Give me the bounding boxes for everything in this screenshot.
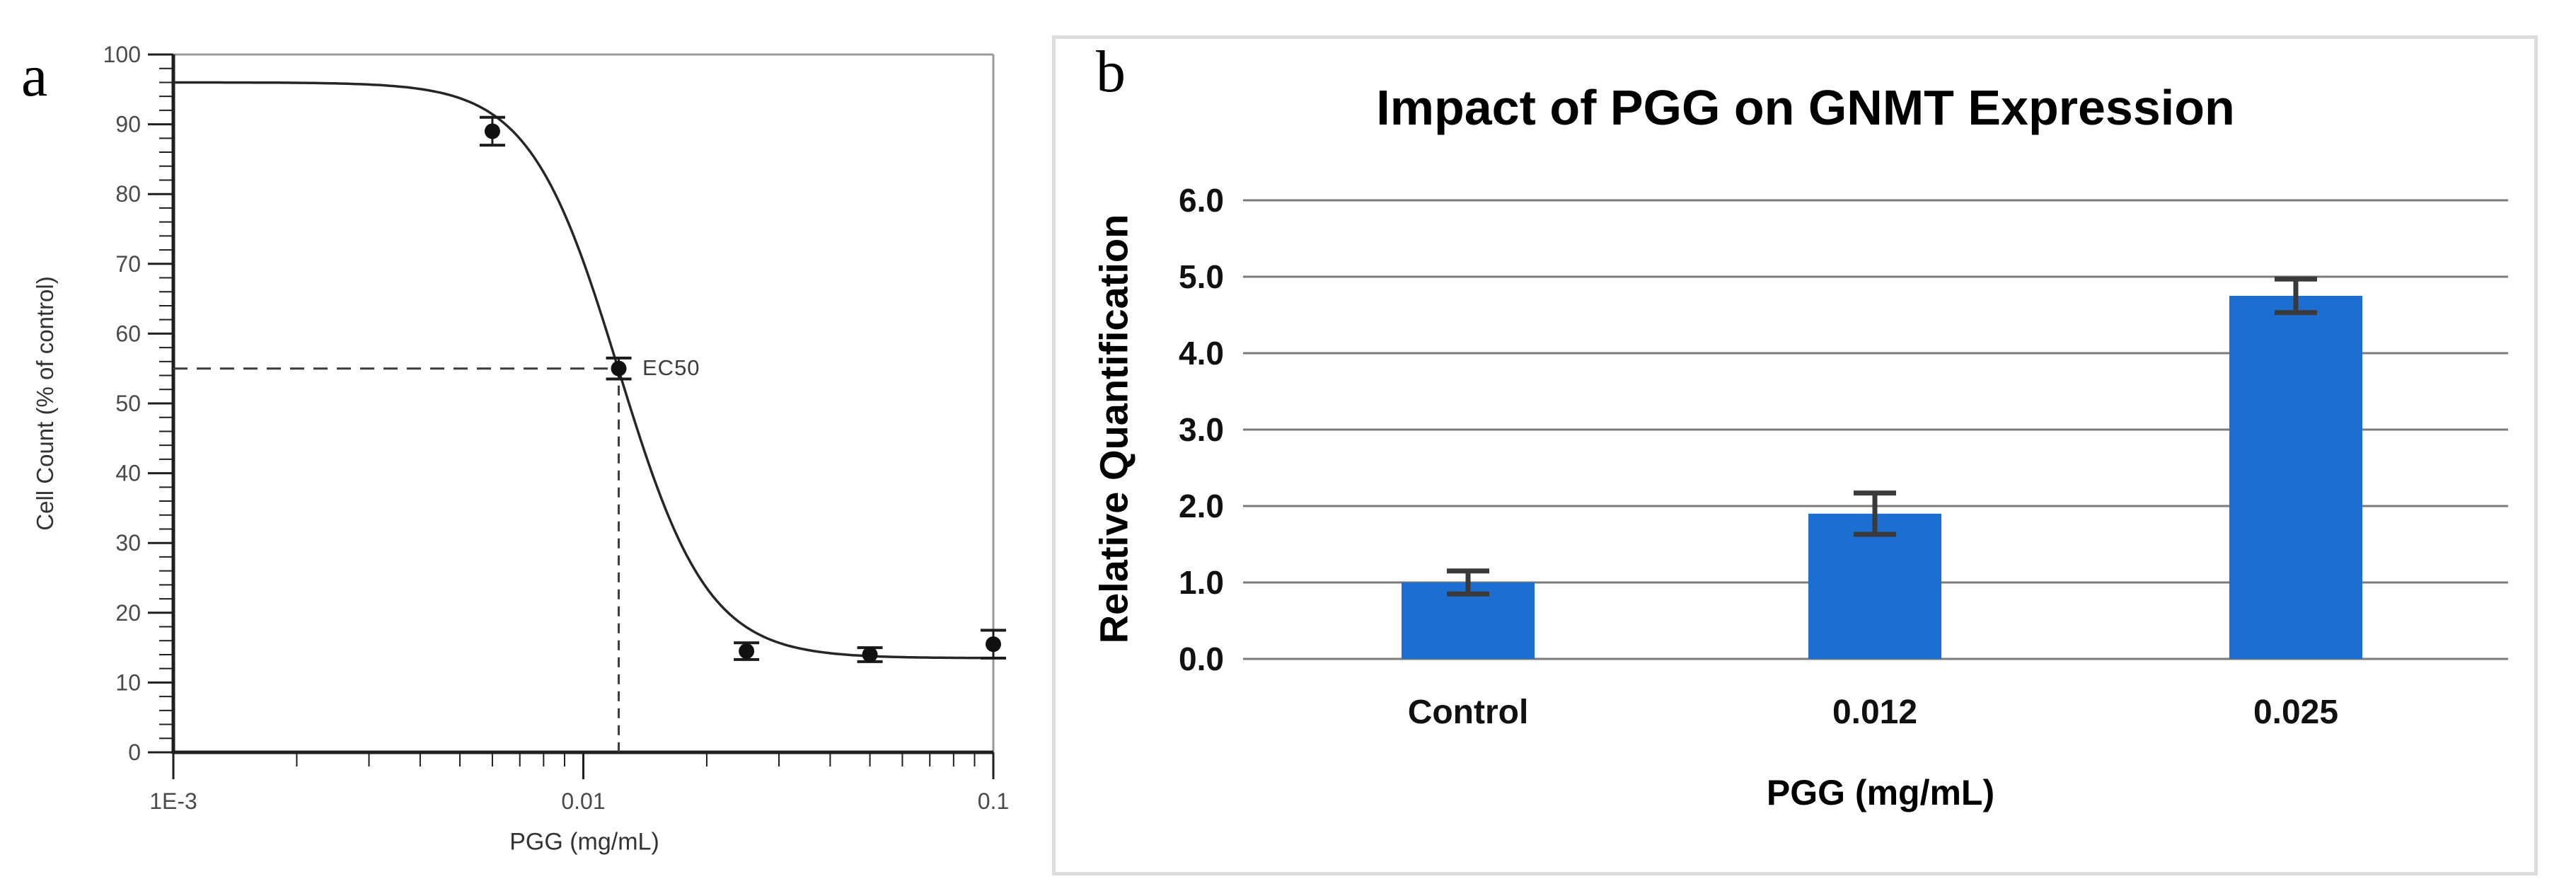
svg-text:50: 50 — [115, 391, 141, 416]
svg-text:1E-3: 1E-3 — [149, 788, 197, 814]
data-points-a — [479, 115, 1006, 663]
x-axis-ticks-a: 1E-3 0.01 0.1 — [149, 752, 1009, 814]
svg-text:Control: Control — [1408, 694, 1529, 731]
svg-text:40: 40 — [115, 461, 141, 486]
svg-text:100: 100 — [103, 42, 141, 67]
svg-text:80: 80 — [115, 181, 141, 207]
svg-text:0: 0 — [128, 740, 141, 765]
svg-text:90: 90 — [115, 112, 141, 137]
bars-b — [1402, 296, 2362, 659]
svg-text:3.0: 3.0 — [1179, 411, 1224, 448]
svg-text:0.0: 0.0 — [1179, 641, 1224, 677]
y-tick-labels-b: 0.0 1.0 2.0 3.0 4.0 5.0 6.0 — [1179, 182, 1224, 677]
y-axis-ticks-a: 0 10 20 30 40 50 60 70 80 90 100 — [103, 42, 173, 765]
svg-text:0.01: 0.01 — [561, 788, 605, 814]
svg-text:6.0: 6.0 — [1179, 182, 1224, 219]
panel-b-chart-title: Impact of PGG on GNMT Expression — [1376, 80, 2235, 135]
svg-text:10: 10 — [115, 670, 141, 695]
svg-text:1.0: 1.0 — [1179, 564, 1224, 601]
svg-text:60: 60 — [115, 321, 141, 346]
svg-text:70: 70 — [115, 251, 141, 277]
svg-text:5.0: 5.0 — [1179, 258, 1224, 295]
svg-text:2.0: 2.0 — [1179, 488, 1224, 524]
ec50-annotation: EC50 — [642, 355, 700, 380]
svg-text:0.025: 0.025 — [2253, 694, 2338, 731]
panel-b-x-axis-title: PGG (mg/mL) — [1766, 773, 1995, 812]
category-labels-b: Control 0.012 0.025 — [1408, 694, 2338, 731]
ec50-dashed-lines — [173, 367, 620, 752]
error-bars-b — [1447, 276, 2317, 597]
svg-text:30: 30 — [115, 530, 141, 556]
svg-text:20: 20 — [115, 600, 141, 626]
fit-curve — [173, 81, 993, 660]
panel-b-letter: b — [1096, 39, 1126, 105]
svg-text:4.0: 4.0 — [1179, 335, 1224, 372]
panel-a-x-axis-title: PGG (mg/mL) — [509, 828, 659, 856]
panel-a-letter: a — [21, 43, 48, 109]
svg-text:0.012: 0.012 — [1832, 694, 1917, 731]
svg-text:0.1: 0.1 — [978, 788, 1009, 814]
